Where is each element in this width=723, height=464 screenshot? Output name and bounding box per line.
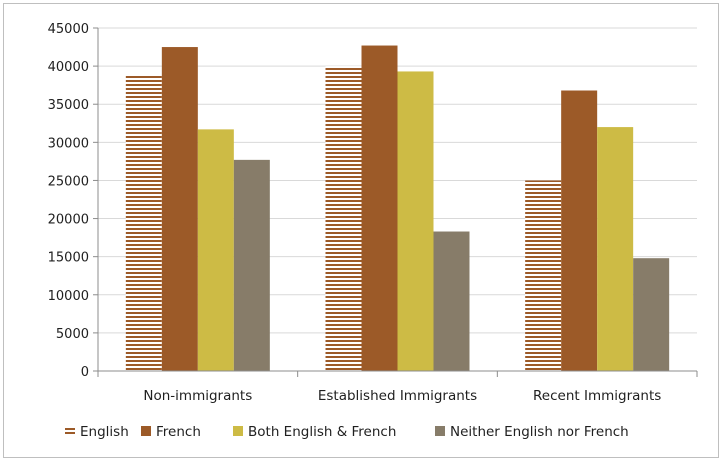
bar-both-english-french — [197, 129, 234, 371]
y-tick-label: 10000 — [48, 289, 89, 304]
legend-label: English — [80, 424, 129, 440]
bar-neither-english-nor-french — [233, 159, 270, 371]
legend: English French Both English & French Neithe… — [65, 424, 629, 440]
bar-neither-english-nor-french — [633, 258, 670, 371]
y-tick-label: 25000 — [48, 174, 89, 189]
y-tick-label: 40000 — [48, 60, 89, 75]
bar-french — [161, 47, 198, 372]
y-tick-label: 0 — [81, 365, 89, 380]
y-tick-label: 30000 — [48, 136, 89, 151]
legend-swatch — [233, 426, 243, 436]
bar-french — [361, 45, 398, 371]
bar-french — [561, 90, 598, 371]
bar-english — [325, 66, 362, 371]
legend-label: Both English & French — [248, 424, 396, 440]
bar-english — [125, 75, 162, 371]
chart-frame: 0 5000 10000 15000 20000 25000 30000 35000 40000… — [3, 3, 719, 458]
bar-neither-english-nor-french — [433, 231, 470, 371]
x-tick-label: Non-immigrants — [143, 388, 252, 404]
bar-chart: 0 5000 10000 15000 20000 25000 30000 35000 40000… — [48, 22, 698, 440]
legend-swatch — [65, 426, 75, 436]
y-tick-label: 35000 — [48, 98, 89, 113]
bars — [125, 45, 670, 372]
legend-swatch — [435, 426, 445, 436]
legend-label: Neither English nor French — [450, 424, 629, 440]
y-tick-label: 15000 — [48, 251, 89, 266]
axes: 0 5000 10000 15000 20000 25000 30000 35000 40000… — [48, 22, 698, 404]
y-tick-label: 45000 — [48, 22, 89, 37]
y-tick-label: 20000 — [48, 213, 89, 228]
bar-both-english-french — [397, 71, 434, 372]
x-tick-label: Recent Immigrants — [533, 388, 661, 404]
y-tick-label: 5000 — [56, 327, 89, 342]
x-tick-label: Established Immigrants — [318, 388, 477, 404]
legend-label: French — [156, 424, 201, 440]
legend-swatch — [141, 426, 151, 436]
bar-english — [525, 180, 562, 371]
bar-both-english-french — [597, 127, 634, 371]
